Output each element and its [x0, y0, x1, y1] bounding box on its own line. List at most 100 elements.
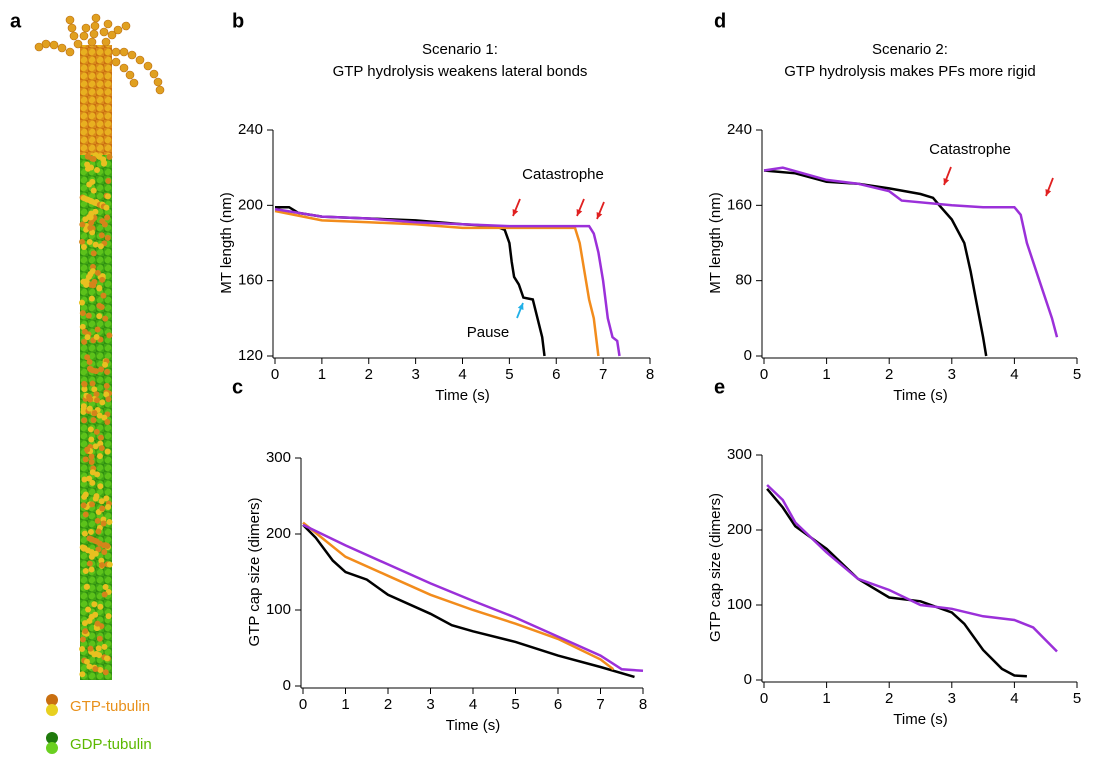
panel-letter: b — [232, 10, 244, 32]
tubulin — [94, 269, 101, 276]
tubulin — [88, 295, 95, 302]
tubulin — [81, 417, 88, 424]
legend-label: GTP-tubulin — [70, 698, 150, 715]
tubulin — [98, 498, 105, 505]
tubulin — [104, 368, 111, 375]
panel-letter: e — [714, 376, 725, 398]
tubulin — [103, 495, 110, 502]
legend-label: GDP-tubulin — [70, 736, 152, 753]
tubulin — [98, 557, 105, 564]
protofilament-tips — [34, 13, 165, 95]
legend-icons — [46, 694, 58, 754]
tubulin — [92, 550, 99, 557]
data-line — [302, 524, 635, 679]
data-line — [302, 521, 615, 671]
tubulin — [101, 591, 108, 598]
tubulin — [96, 453, 103, 460]
tubulin — [94, 167, 101, 174]
tubulin — [86, 239, 93, 246]
tubulin — [86, 663, 93, 670]
tubulin — [87, 426, 94, 433]
tubulin — [87, 224, 94, 231]
tubulin — [90, 156, 97, 163]
y-tick-label: 0 — [744, 671, 752, 688]
tubulin — [96, 153, 103, 160]
x-tick-label: 2 — [365, 366, 373, 383]
x-tick-label: 7 — [599, 366, 607, 383]
tubulin — [86, 358, 93, 365]
tubulin — [103, 391, 110, 398]
tubulin — [84, 354, 91, 361]
tubulin — [88, 613, 95, 620]
y-tick-label: 100 — [266, 601, 291, 618]
y-tick-label: 240 — [727, 121, 752, 138]
tubulin — [101, 414, 108, 421]
x-tick-label: 5 — [1073, 366, 1081, 383]
tubulin — [92, 443, 99, 450]
data-line — [274, 207, 621, 357]
x-axis-label: Time (s) — [893, 387, 947, 404]
tubulin — [93, 391, 100, 398]
data-line — [766, 487, 1027, 678]
tubulin — [104, 542, 111, 549]
tubulin — [101, 548, 108, 555]
tubulin — [87, 396, 94, 403]
arrow-head — [576, 209, 583, 216]
tubulin — [90, 263, 97, 270]
tubulin — [105, 613, 112, 620]
x-tick-label: 2 — [885, 690, 893, 707]
y-tick-label: 160 — [238, 272, 263, 289]
y-axis-label: MT length (nm) — [707, 192, 724, 293]
y-tick-label: 0 — [744, 347, 752, 364]
tubulin — [82, 511, 89, 518]
tubulin — [98, 366, 105, 373]
tubulin — [102, 669, 109, 676]
tubulin — [79, 238, 86, 245]
chart-subtitle: GTP hydrolysis weakens lateral bonds — [333, 63, 588, 80]
y-tick-label: 0 — [283, 677, 291, 694]
tubulin — [95, 528, 102, 535]
x-tick-label: 4 — [458, 366, 466, 383]
tubulin — [87, 528, 94, 535]
arrow-head — [512, 209, 519, 216]
y-axis-label: GTP cap size (dimers) — [707, 493, 724, 642]
tubulin — [84, 334, 91, 341]
tubulin — [87, 281, 94, 288]
panel-letter: c — [232, 376, 243, 398]
tubulin — [91, 410, 98, 417]
y-tick-label: 200 — [266, 525, 291, 542]
tubulin — [86, 405, 93, 412]
tubulin — [81, 545, 88, 552]
tubulin — [106, 332, 113, 339]
tubulin — [104, 418, 111, 425]
tubulin — [90, 250, 97, 257]
tubulin — [96, 313, 103, 320]
tubulin — [79, 221, 86, 228]
tubulin — [105, 396, 112, 403]
tubulin — [101, 643, 108, 650]
tubulin — [87, 645, 94, 652]
x-tick-label: 3 — [948, 366, 956, 383]
x-tick-label: 2 — [384, 696, 392, 713]
x-tick-label: 5 — [511, 696, 519, 713]
y-tick-label: 160 — [727, 196, 752, 213]
tubulin — [85, 606, 92, 613]
tubulin — [82, 567, 89, 574]
chart-title: Scenario 2: — [872, 41, 948, 58]
tubulin — [89, 380, 96, 387]
tubulin — [81, 620, 88, 627]
tubulin — [101, 221, 108, 228]
data-line — [274, 209, 600, 357]
data-line — [763, 169, 988, 357]
annotation: Pause — [467, 324, 510, 341]
tubulin — [96, 652, 103, 659]
tubulin — [81, 386, 88, 393]
tubulin — [97, 243, 104, 250]
tubulin — [91, 651, 98, 658]
y-tick-label: 100 — [727, 596, 752, 613]
tubulin — [103, 382, 110, 389]
y-tick-label: 240 — [238, 121, 263, 138]
tubulin — [88, 566, 95, 573]
x-axis-label: Time (s) — [893, 711, 947, 728]
tubulin — [102, 315, 109, 322]
